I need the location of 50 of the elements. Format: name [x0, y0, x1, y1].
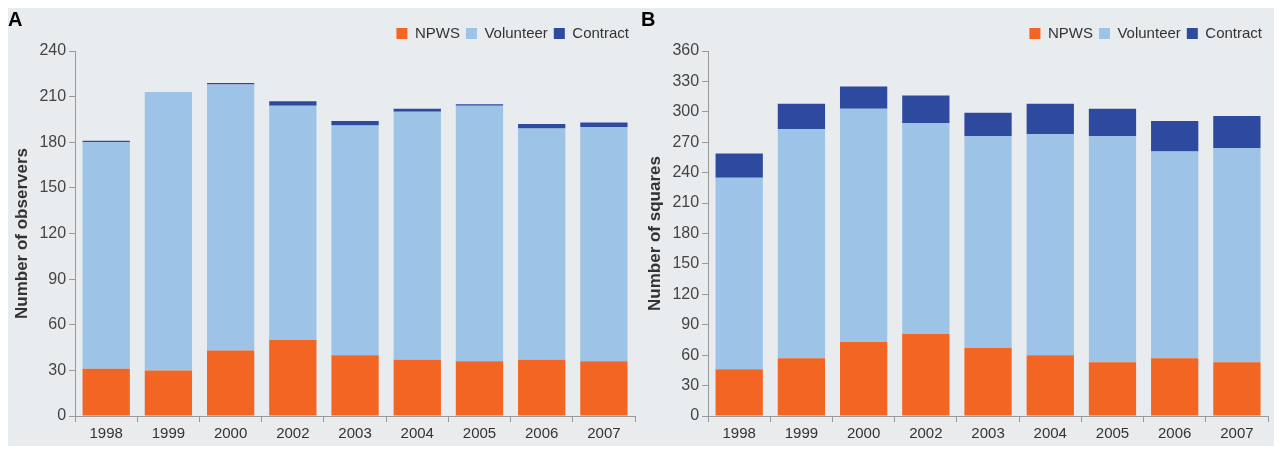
legend-label: Contract: [572, 23, 630, 41]
x-tick-label: 2002: [909, 424, 943, 442]
x-tick-label: 2000: [213, 424, 248, 442]
x-tick-label: 2004: [1033, 424, 1067, 442]
y-tick-label: 0: [57, 406, 67, 424]
chart-title: B: [641, 7, 656, 30]
x-tick-label: 2006: [1158, 424, 1192, 442]
x-tick-label: 2002: [276, 424, 310, 442]
y-tick-label: 30: [48, 360, 67, 378]
legend-label: Volunteer: [484, 23, 548, 41]
legend-label: Contract: [1205, 23, 1263, 41]
y-tick-label: 30: [681, 375, 700, 393]
x-tick-label: 2005: [462, 424, 497, 442]
y-tick-label: 150: [672, 254, 700, 272]
x-tick-label: 2003: [971, 424, 1005, 442]
y-axis-title: Number of squares: [644, 156, 664, 311]
x-tick-label: 2007: [1220, 424, 1254, 442]
y-tick-label: 210: [672, 193, 700, 211]
y-tick-label: 330: [672, 71, 700, 89]
y-tick-label: 300: [672, 102, 700, 120]
x-tick-label: 2006: [525, 424, 559, 442]
x-tick-label: 2003: [338, 424, 372, 442]
y-tick-label: 120: [672, 284, 700, 302]
x-tick-label: 1998: [89, 424, 123, 442]
y-tick-label: 360: [672, 41, 700, 59]
x-tick-label: 2005: [1095, 424, 1130, 442]
y-tick-label: 240: [672, 163, 700, 181]
x-tick-label: 1998: [722, 424, 756, 442]
y-tick-label: 180: [39, 132, 67, 150]
y-tick-label: 90: [681, 315, 700, 333]
legend-label: NPWS: [414, 23, 460, 41]
legend-label: Volunteer: [1117, 23, 1181, 41]
y-tick-label: 60: [48, 315, 67, 333]
legend-label: NPWS: [1047, 23, 1093, 41]
y-tick-label: 240: [39, 41, 67, 59]
x-tick-label: 1999: [151, 424, 186, 442]
x-tick-label: 2007: [587, 424, 621, 442]
y-tick-label: 180: [672, 223, 700, 241]
x-tick-label: 1999: [784, 424, 819, 442]
y-tick-label: 150: [39, 178, 67, 196]
x-tick-label: 2000: [846, 424, 881, 442]
y-axis-title: Number of observers: [11, 148, 31, 319]
y-tick-label: 60: [681, 345, 700, 363]
chart-title: A: [8, 7, 23, 30]
y-tick-label: 120: [39, 223, 67, 241]
x-tick-label: 2004: [400, 424, 434, 442]
y-tick-label: 270: [672, 132, 700, 150]
y-tick-label: 90: [48, 269, 67, 287]
y-tick-label: 0: [690, 406, 700, 424]
y-tick-label: 210: [39, 87, 67, 105]
